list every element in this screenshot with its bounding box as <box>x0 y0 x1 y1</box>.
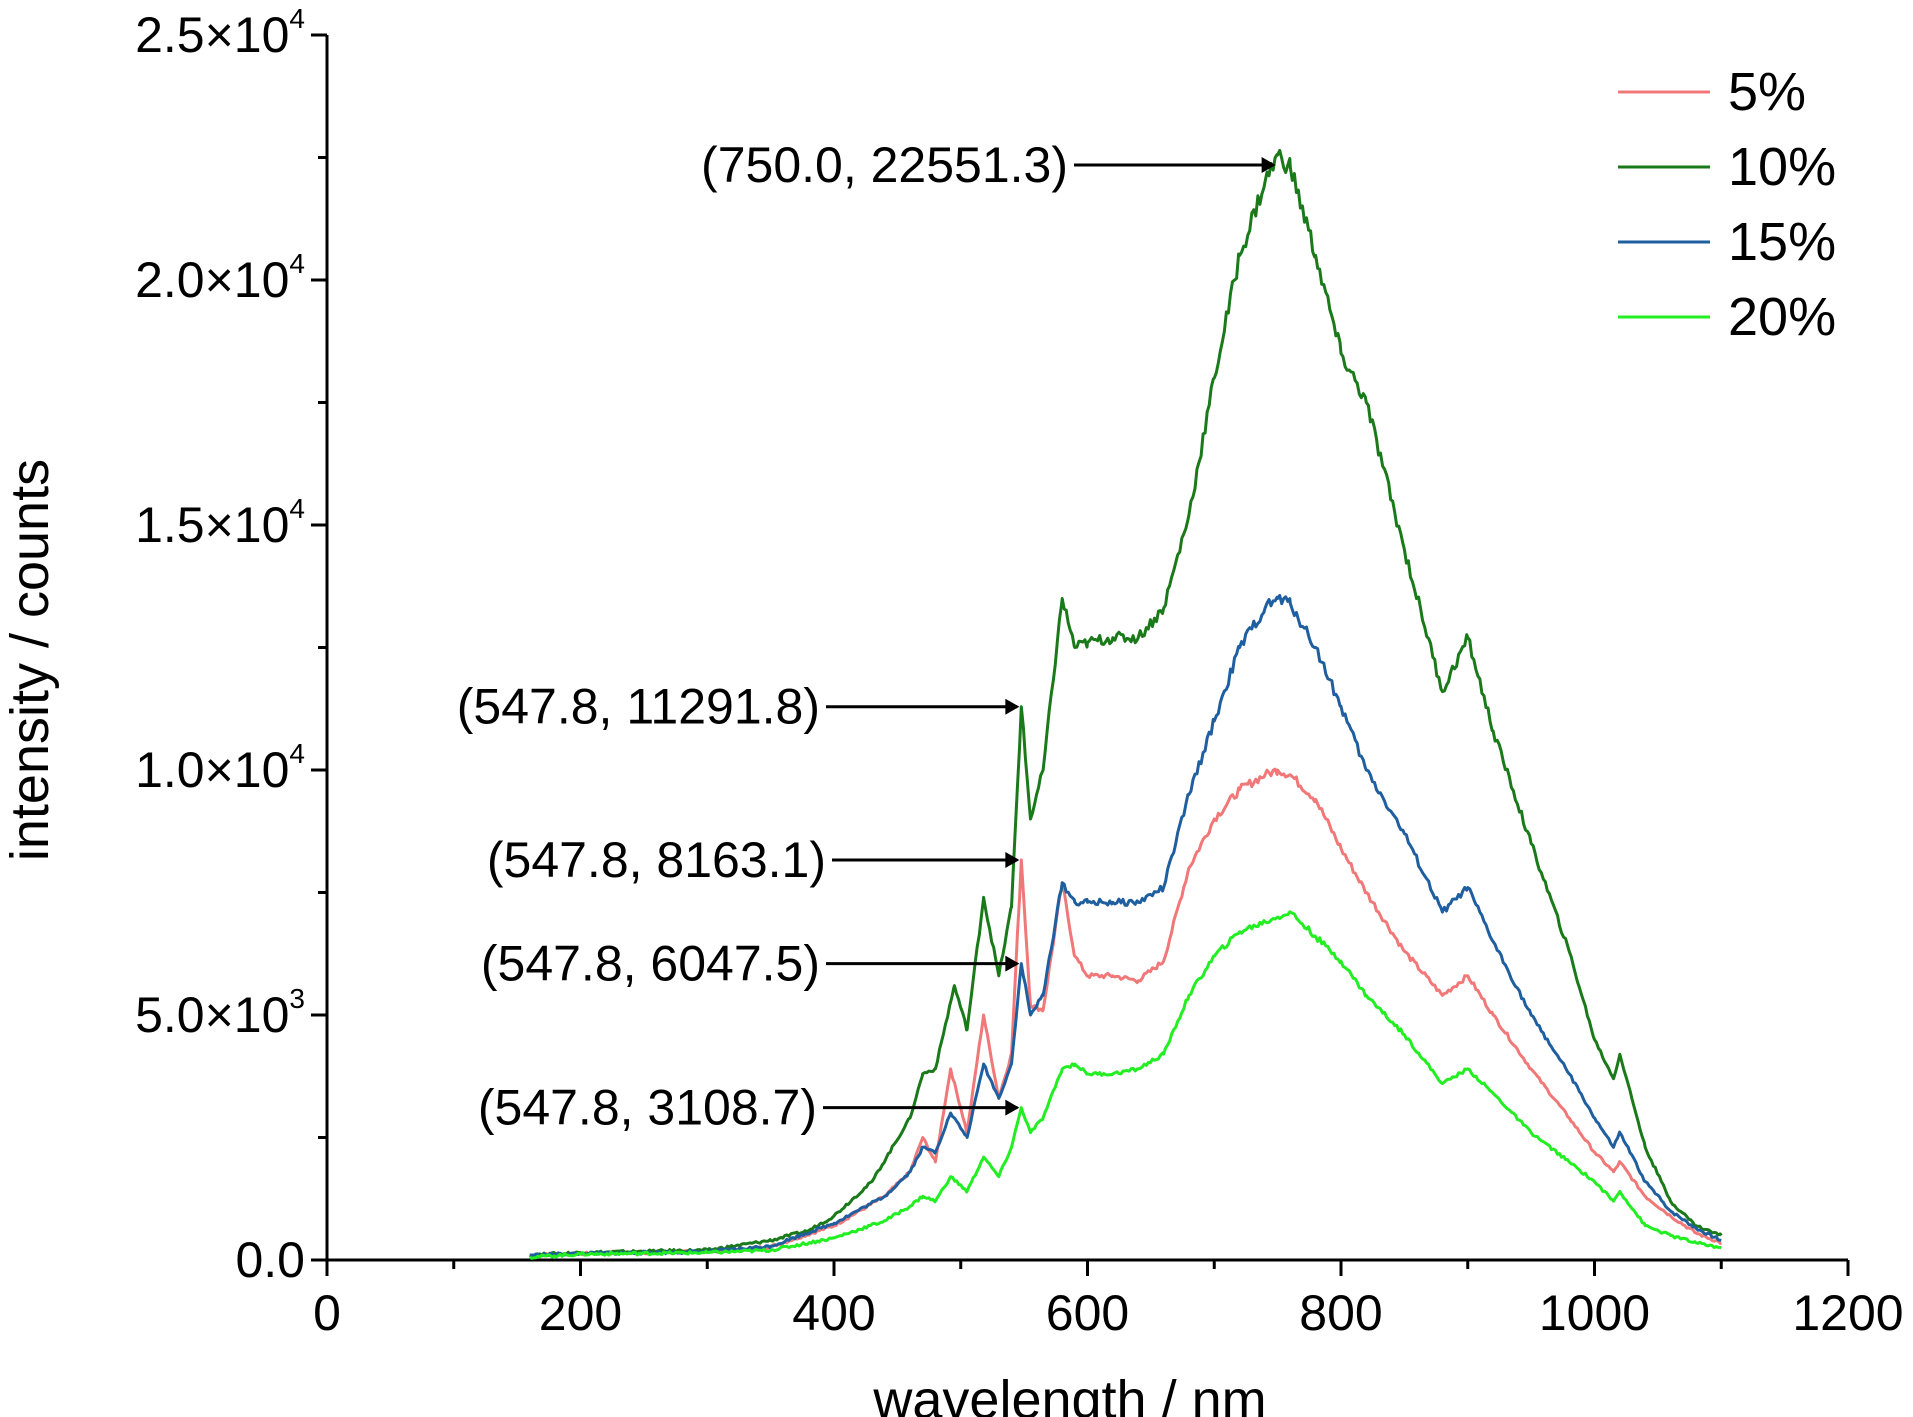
legend-label: 20% <box>1728 287 1836 347</box>
annotation-label: (547.8, 8163.1) <box>487 832 826 888</box>
series-line-20pct <box>529 910 1722 1260</box>
x-tick-label: 800 <box>1299 1285 1382 1341</box>
x-axis-title: wavelength / nm <box>872 1370 1266 1417</box>
x-tick-label: 200 <box>539 1285 622 1341</box>
x-tick-label: 400 <box>792 1285 875 1341</box>
y-tick-label: 2.0×104 <box>135 248 305 308</box>
series-line-15pct <box>529 594 1722 1258</box>
legend-label: 10% <box>1728 137 1836 197</box>
x-tick-label: 1000 <box>1539 1285 1650 1341</box>
axes: 0 200 400 600 800 1000 1200 0.0 5.0×103 1.0×104 1.… <box>135 3 1904 1341</box>
annotations: (750.0, 22551.3) (547.8, 11291.8) (547.8, … <box>457 137 1276 1136</box>
legend-label: 15% <box>1728 212 1836 272</box>
annotation-label: (750.0, 22551.3) <box>701 137 1068 193</box>
annotation-arrowhead <box>1005 1099 1020 1116</box>
x-tick-label: 1200 <box>1792 1285 1903 1341</box>
legend: 5% 10% 15% 20% <box>1618 62 1836 347</box>
y-tick-label: 1.0×104 <box>135 738 305 798</box>
annotation-arrowhead <box>1261 156 1276 173</box>
y-axis-title: intensity / counts <box>0 459 60 861</box>
y-tick-label: 2.5×104 <box>135 3 305 63</box>
x-tick-label: 600 <box>1046 1285 1129 1341</box>
annotation-arrowhead <box>1005 698 1020 715</box>
annotation-arrowhead <box>1005 852 1020 869</box>
series-layer <box>528 148 1723 1260</box>
annotation-arrowhead <box>1005 955 1020 972</box>
annotation-label: (547.8, 6047.5) <box>481 936 820 992</box>
series-line-10pct <box>528 148 1723 1258</box>
legend-label: 5% <box>1728 62 1806 122</box>
y-tick-label: 1.5×104 <box>135 493 305 553</box>
annotation-label: (547.8, 3108.7) <box>478 1080 817 1136</box>
y-tick-label: 5.0×103 <box>135 983 305 1043</box>
y-tick-label: 0.0 <box>235 1232 305 1288</box>
x-tick-label: 0 <box>313 1285 341 1341</box>
annotation-label: (547.8, 11291.8) <box>457 679 820 735</box>
